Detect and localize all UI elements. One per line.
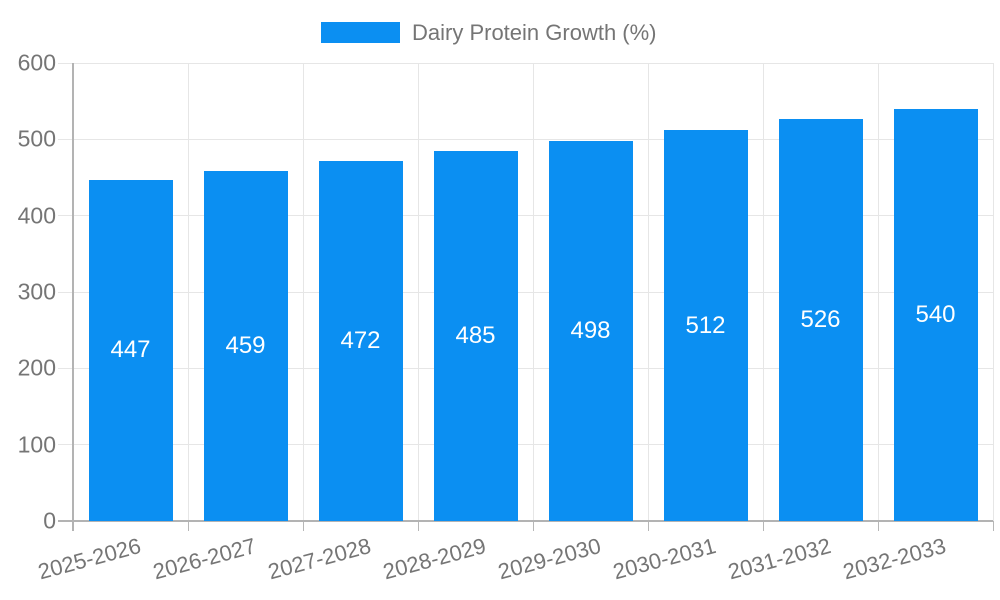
x-gridline (877, 63, 879, 521)
x-gridline (532, 63, 534, 521)
y-axis-line (72, 63, 74, 531)
x-gridline (417, 63, 419, 521)
y-axis-tick-label: 500 (17, 125, 56, 152)
bar[interactable] (88, 179, 173, 521)
x-gridline (302, 63, 304, 521)
bar[interactable] (778, 119, 863, 521)
x-gridline (762, 63, 764, 521)
x-gridline (187, 63, 189, 521)
y-axis-tick-label: 200 (17, 354, 56, 381)
y-gridline (58, 367, 993, 369)
x-axis-tick (647, 521, 649, 531)
x-axis-tick (302, 521, 304, 531)
x-axis-tick (992, 521, 994, 531)
bar[interactable] (548, 140, 633, 521)
legend-label: Dairy Protein Growth (%) (412, 19, 657, 45)
bar[interactable] (433, 150, 518, 521)
y-gridline (58, 138, 993, 140)
legend-swatch-icon (321, 22, 400, 43)
x-axis-tick (187, 521, 189, 531)
legend[interactable]: Dairy Protein Growth (%) (321, 19, 657, 45)
x-gridline (992, 63, 994, 521)
y-axis-tick-label: 300 (17, 278, 56, 305)
bar[interactable] (893, 108, 978, 521)
bar[interactable] (203, 170, 288, 521)
y-axis-tick-label: 400 (17, 202, 56, 229)
y-axis-tick-label: 100 (17, 431, 56, 458)
bar[interactable] (663, 130, 748, 521)
x-axis-tick (532, 521, 534, 531)
y-gridline (58, 444, 993, 446)
x-gridline (647, 63, 649, 521)
x-axis-tick (762, 521, 764, 531)
x-axis-tick (877, 521, 879, 531)
bar[interactable] (318, 160, 403, 521)
x-axis-tick (417, 521, 419, 531)
x-axis-line (58, 520, 993, 522)
y-gridline (58, 215, 993, 217)
y-axis-tick-label: 0 (43, 507, 56, 534)
y-gridline (58, 62, 993, 64)
y-gridline (58, 291, 993, 293)
y-axis-tick-label: 600 (17, 49, 56, 76)
